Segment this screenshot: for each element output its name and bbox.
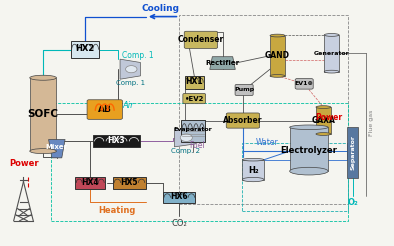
Text: HX3: HX3 xyxy=(108,136,125,145)
Bar xyxy=(113,177,145,189)
Text: Generator: Generator xyxy=(314,51,349,56)
Ellipse shape xyxy=(316,106,331,108)
Polygon shape xyxy=(175,128,196,147)
Text: GAND: GAND xyxy=(265,51,290,60)
Text: CO₂: CO₂ xyxy=(171,219,187,228)
Ellipse shape xyxy=(242,177,264,182)
FancyBboxPatch shape xyxy=(87,100,123,119)
Ellipse shape xyxy=(324,33,339,36)
Text: Flue gas: Flue gas xyxy=(369,110,374,136)
Text: Air: Air xyxy=(123,101,134,110)
Text: SOFC: SOFC xyxy=(28,109,59,120)
Ellipse shape xyxy=(30,75,56,80)
Bar xyxy=(181,120,205,142)
Text: Comp. 1: Comp. 1 xyxy=(116,80,145,86)
Text: O₂: O₂ xyxy=(348,198,358,207)
Ellipse shape xyxy=(270,34,285,37)
Polygon shape xyxy=(48,139,65,158)
Bar xyxy=(270,36,285,76)
Polygon shape xyxy=(120,59,141,79)
Text: Power: Power xyxy=(9,159,39,168)
Bar xyxy=(290,127,328,171)
Bar xyxy=(179,15,348,204)
Ellipse shape xyxy=(242,158,264,161)
Circle shape xyxy=(180,134,192,141)
Bar xyxy=(71,41,99,58)
FancyBboxPatch shape xyxy=(226,113,260,128)
Text: Water: Water xyxy=(256,138,278,147)
Text: HX5: HX5 xyxy=(121,178,138,187)
Text: HX2: HX2 xyxy=(76,44,95,53)
Bar xyxy=(163,192,195,203)
Text: EV1⊗: EV1⊗ xyxy=(295,81,314,86)
Text: Mixer: Mixer xyxy=(46,144,68,151)
Ellipse shape xyxy=(30,149,56,154)
Text: Fuel: Fuel xyxy=(189,141,205,150)
Text: Electrolyzer: Electrolyzer xyxy=(281,146,337,155)
Ellipse shape xyxy=(316,133,331,135)
Ellipse shape xyxy=(324,70,339,73)
Text: GAXA: GAXA xyxy=(312,116,335,125)
Text: •EV2: •EV2 xyxy=(184,95,204,102)
FancyBboxPatch shape xyxy=(183,93,206,104)
Text: Pump: Pump xyxy=(234,88,254,92)
Ellipse shape xyxy=(290,125,328,130)
Text: AB: AB xyxy=(98,105,112,114)
Text: HX1: HX1 xyxy=(186,77,203,86)
Text: Rectifier: Rectifier xyxy=(205,60,240,66)
Text: Condenser: Condenser xyxy=(178,35,224,44)
Text: Power: Power xyxy=(315,113,342,122)
Bar xyxy=(93,136,140,147)
Text: Comp. 1: Comp. 1 xyxy=(123,51,154,60)
Bar xyxy=(242,160,264,180)
Bar xyxy=(324,35,339,72)
Bar xyxy=(185,76,204,89)
Bar xyxy=(316,107,331,134)
FancyBboxPatch shape xyxy=(184,31,217,48)
Text: Cooling: Cooling xyxy=(141,4,179,14)
Bar xyxy=(76,177,105,189)
Bar xyxy=(30,78,56,151)
Bar xyxy=(51,103,348,221)
FancyBboxPatch shape xyxy=(235,84,253,96)
Ellipse shape xyxy=(290,167,328,175)
FancyBboxPatch shape xyxy=(295,79,313,89)
Text: Heating: Heating xyxy=(98,206,135,215)
Circle shape xyxy=(126,66,137,73)
Text: Absorber: Absorber xyxy=(223,116,263,125)
Text: HX6: HX6 xyxy=(171,192,188,201)
Text: H₂: H₂ xyxy=(248,166,258,175)
Text: Comp. 2: Comp. 2 xyxy=(171,148,200,154)
Text: HX4: HX4 xyxy=(82,178,99,187)
Polygon shape xyxy=(210,57,235,69)
Ellipse shape xyxy=(270,75,285,77)
Text: Separator: Separator xyxy=(350,135,355,170)
Text: Evaporator: Evaporator xyxy=(174,127,212,132)
Bar xyxy=(348,127,359,178)
Bar xyxy=(242,143,348,211)
